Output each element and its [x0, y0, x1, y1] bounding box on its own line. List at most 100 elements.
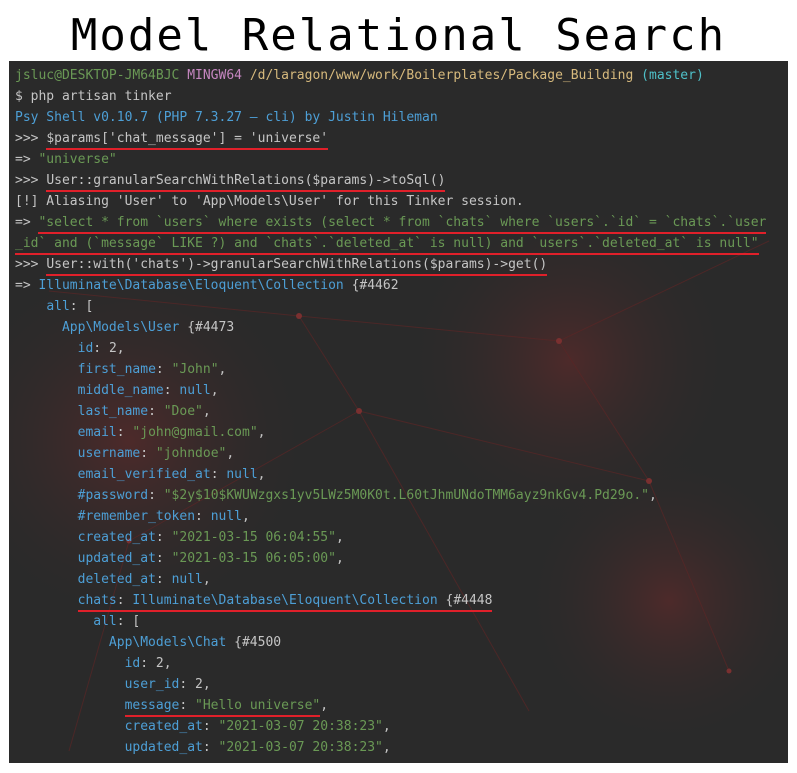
chats-collection-id: {#4448 [445, 593, 493, 608]
field-key: created_at [77, 530, 156, 545]
field-value: "Hello universe" [195, 698, 321, 713]
field-line: updated_at: "2021-03-15 06:05:00", [77, 551, 344, 566]
field-line: email: "john@gmail.com", [77, 425, 266, 440]
output-arrow: => [15, 278, 39, 293]
input-prompt: >>> [15, 173, 47, 188]
field-value: null [210, 509, 242, 524]
field-key: #remember_token [77, 509, 196, 524]
terminal-output: jsluc@DESKTOP-JM64BJC MINGW64 /d/laragon… [15, 65, 788, 758]
terminal-window[interactable]: jsluc@DESKTOP-JM64BJC MINGW64 /d/laragon… [9, 61, 788, 763]
input-line-1: >>> $params['chat_message'] = 'universe' [15, 128, 788, 149]
user-model-id: {#4473 [187, 320, 235, 335]
field-key: id [124, 656, 141, 671]
field-key: email [77, 425, 117, 440]
psy-shell-banner: Psy Shell v0.10.7 (PHP 7.3.27 — cli) by … [15, 110, 438, 125]
field-line: email_verified_at: null, [77, 467, 266, 482]
field-line: deleted_at: null, [77, 572, 211, 587]
prompt-branch: (master) [641, 68, 704, 83]
chats-collection-class: Illuminate\Database\Eloquent\Collection [132, 593, 438, 608]
input-line-2: >>> User::granularSearchWithRelations($p… [15, 170, 788, 191]
field-key: last_name [77, 404, 149, 419]
user-model-line: App\Models\User {#4473 [15, 317, 788, 338]
prompt-user: jsluc@DESKTOP-JM64BJC [15, 68, 180, 83]
chat-fields: id: 2, user_id: 2, message: "Hello unive… [15, 653, 788, 758]
sql-text-2: _id` and (`message` LIKE ?) and `chats`.… [15, 236, 759, 251]
user-model-class: App\Models\User [61, 320, 180, 335]
sql-text-1: "select * from `users` where exists (sel… [38, 215, 767, 230]
prompt-path: /d/laragon/www/work/Boilerplates/Package… [249, 68, 634, 83]
field-key: created_at [124, 719, 203, 734]
field-value: "2021-03-15 06:04:55" [171, 530, 336, 545]
field-line: created_at: "2021-03-15 06:04:55", [77, 530, 344, 545]
field-line: created_at: "2021-03-07 20:38:23", [124, 719, 391, 734]
input-prompt: >>> [15, 131, 47, 146]
chats-all-line: all: [ [15, 611, 788, 632]
field-value: "john@gmail.com" [132, 425, 258, 440]
field-line: first_name: "John", [77, 362, 227, 377]
field-line: last_name: "Doe", [77, 404, 211, 419]
sql-output-line-2: _id` and (`message` LIKE ?) and `chats`.… [15, 233, 788, 254]
field-line: username: "johndoe", [77, 446, 235, 461]
chats-all-open: : [ [116, 614, 141, 629]
field-value: 2 [155, 656, 164, 671]
field-key: email_verified_at [77, 467, 211, 482]
output-value-1: "universe" [38, 152, 117, 167]
chats-relation-line: chats: Illuminate\Database\Eloquent\Coll… [77, 593, 493, 608]
field-line: #remember_token: null, [77, 509, 250, 524]
field-key: user_id [124, 677, 180, 692]
field-key: updated_at [77, 551, 156, 566]
command-line: $ php artisan tinker [15, 89, 172, 104]
collection-class: Illuminate\Database\Eloquent\Collection [38, 278, 344, 293]
user-fields: id: 2, first_name: "John", middle_name: … [15, 338, 788, 590]
chat-model-class: App\Models\Chat [108, 635, 227, 650]
field-key: #password [77, 488, 149, 503]
chats-all-key: all [93, 614, 117, 629]
field-line: updated_at: "2021-03-07 20:38:23", [124, 740, 391, 755]
output-line-1: => "universe" [15, 149, 788, 170]
field-value: null [171, 572, 203, 587]
chat-model-line: App\Models\Chat {#4500 [15, 632, 788, 653]
all-key: all [46, 299, 70, 314]
collection-line: => Illuminate\Database\Eloquent\Collecti… [15, 275, 788, 296]
input-prompt: >>> [15, 257, 47, 272]
field-value: 2 [195, 677, 203, 692]
output-arrow: => [15, 152, 39, 167]
field-key: updated_at [124, 740, 203, 755]
sql-output-line-1: => "select * from `users` where exists (… [15, 212, 788, 233]
prompt-line: jsluc@DESKTOP-JM64BJC MINGW64 /d/laragon… [15, 65, 788, 86]
field-value: "2021-03-15 06:05:00" [171, 551, 336, 566]
field-value: "2021-03-07 20:38:23" [218, 719, 383, 734]
field-value: 2 [108, 341, 117, 356]
field-value: null [226, 467, 258, 482]
field-key: deleted_at [77, 572, 156, 587]
page-title: Model Relational Search [70, 10, 727, 61]
prompt-env: MINGW64 [187, 68, 242, 83]
chat-model-id: {#4500 [234, 635, 282, 650]
field-line: middle_name: null, [77, 383, 219, 398]
field-value: "$2y$10$KWUWzgxs1yv5LWz5M0K0t.L60tJhmUNd… [163, 488, 649, 503]
all-line: all: [ [15, 296, 788, 317]
field-line: user_id: 2, [124, 677, 211, 692]
field-line: #password: "$2y$10$KWUWzgxs1yv5LWz5M0K0t… [77, 488, 657, 503]
input-code-2: User::granularSearchWithRelations($param… [46, 173, 446, 188]
field-value: "2021-03-07 20:38:23" [218, 740, 383, 755]
field-line: id: 2, [124, 656, 172, 671]
field-key: id [77, 341, 94, 356]
input-code-1: $params['chat_message'] = 'universe' [46, 131, 329, 146]
field-key: first_name [77, 362, 156, 377]
field-key: message [124, 698, 180, 713]
alias-note: [!] Aliasing 'User' to 'App\Models\User'… [15, 194, 524, 209]
field-key: middle_name [77, 383, 164, 398]
input-code-3: User::with('chats')->granularSearchWithR… [46, 257, 548, 272]
input-line-3: >>> User::with('chats')->granularSearchW… [15, 254, 788, 275]
collection-id: {#4462 [351, 278, 399, 293]
field-value: "johndoe" [155, 446, 227, 461]
field-value: "John" [171, 362, 219, 377]
all-open: : [ [69, 299, 94, 314]
field-value: "Doe" [163, 404, 203, 419]
field-value: null [179, 383, 211, 398]
field-line: message: "Hello universe", [124, 698, 329, 713]
output-arrow: => [15, 215, 39, 230]
chats-key: chats [77, 593, 117, 608]
field-key: username [77, 446, 141, 461]
